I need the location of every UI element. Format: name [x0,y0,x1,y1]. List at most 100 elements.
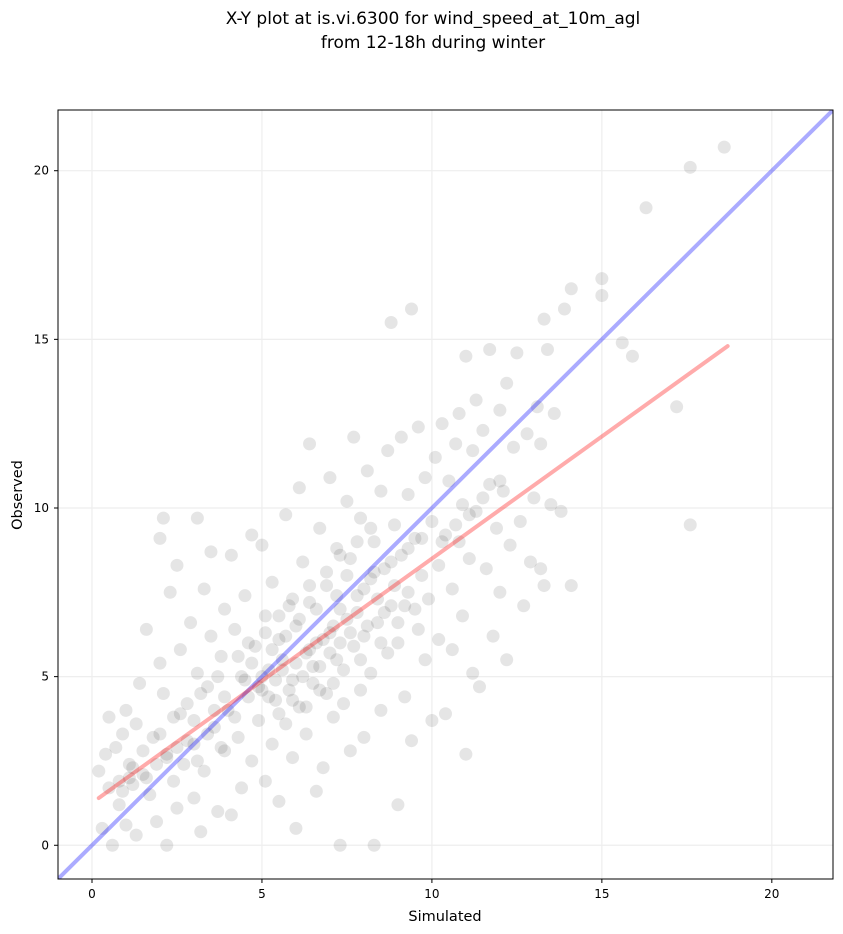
scatter-point [452,407,466,421]
scatter-point [493,585,507,599]
scatter-point [374,484,388,498]
scatter-point [452,535,466,549]
scatter-point [224,808,238,822]
scatter-point [333,548,347,562]
scatter-point [367,565,381,579]
grid [58,110,833,879]
scatter-point [214,649,228,663]
scatter-point [625,349,639,363]
scatter-point [401,488,415,501]
scatter-point [313,683,327,697]
scatter-point [292,481,306,495]
scatter-point [112,774,126,788]
scatter-point [218,744,232,758]
scatter-point [357,582,371,596]
scatter-point [303,579,317,593]
scatter-point [347,639,361,653]
plot-frame [57,109,834,880]
scatter-point [398,690,412,704]
scatter-point [238,673,252,687]
scatter-point [455,609,469,623]
scatter-point [554,504,568,518]
scatter-point [340,494,354,508]
scatter-point [245,656,259,670]
scatter-point [384,315,398,329]
scatter-point [459,349,473,363]
scatter-point [262,663,276,677]
scatter-point [469,504,483,518]
scatter-point [316,633,330,647]
scatter-point [119,818,133,832]
scatter-point [343,744,357,758]
scatter-point [258,626,272,640]
scatter-point [320,565,334,579]
scatter-point [296,555,310,569]
scatter-point [432,558,446,572]
scatter-point [391,798,405,812]
scatter-point [204,545,218,559]
scatter-point [156,686,170,700]
scatter-point [333,636,347,650]
scatter-point [459,747,473,761]
scatter-point [408,531,422,545]
scatter-point [190,511,204,525]
scatter-point [136,744,150,758]
scatter-point [275,653,289,667]
scatter-point [483,342,497,356]
scatter-point [357,629,371,643]
scatter-point [323,646,337,660]
scatter-point [255,683,269,697]
scatter-point [296,670,310,684]
scatter-point [258,609,272,623]
scatter-point [354,683,368,697]
scatter-point [330,589,344,603]
scatter-point [146,730,160,744]
scatter-point [95,821,109,835]
scatter-point [547,407,561,421]
scatter-point [439,528,452,542]
y-tick-label: 10 [34,501,49,515]
scatter-point [150,757,164,771]
scatter-point [425,514,439,528]
scatter-point [153,531,167,545]
scatter-point [388,518,402,532]
scatter-point [401,585,415,599]
scatter-point [455,498,469,512]
scatter-point [221,703,235,717]
scatter-point [143,788,157,802]
scatter-point [303,437,317,451]
x-axis-label: Simulated [408,909,481,925]
y-axis-ticks: 0 5 10 15 20 [34,164,58,852]
scatter-point [207,703,221,717]
scatter-point [343,552,357,566]
scatter-point [462,552,476,566]
scatter-point [126,761,140,775]
scatter-point [218,690,232,704]
scatter-point [306,660,320,674]
y-tick-label: 0 [41,838,49,852]
scatter-point [483,477,497,491]
scatter-point [371,592,385,606]
scatter-point [303,643,317,657]
scatter-point [544,498,558,512]
scatter-point [119,703,133,717]
scatter-point [160,838,174,852]
scatter-point [527,491,541,505]
x-tick-label: 15 [594,887,609,901]
scatter-point [248,639,262,653]
scatter-point [337,663,351,677]
scatter-point [340,612,354,626]
scatter-point [381,646,395,660]
x-tick-label: 20 [764,887,779,901]
scatter-point [231,730,245,744]
identity-line [58,110,833,879]
scatter-point [517,599,531,613]
scatter-point [384,599,398,613]
scatter-point [422,592,436,606]
scatter-point [500,376,514,390]
scatter-point [405,302,419,316]
scatter-point [153,656,167,670]
scatter-point [238,589,252,603]
y-tick-label: 20 [34,164,49,178]
scatter-point [466,666,480,680]
